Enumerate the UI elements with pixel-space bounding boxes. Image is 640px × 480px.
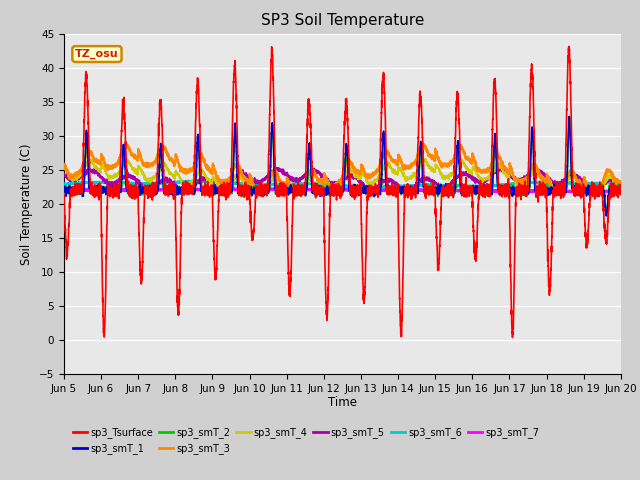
X-axis label: Time: Time	[328, 396, 357, 408]
Title: SP3 Soil Temperature: SP3 Soil Temperature	[260, 13, 424, 28]
Y-axis label: Soil Temperature (C): Soil Temperature (C)	[20, 143, 33, 265]
Legend: sp3_Tsurface, sp3_smT_1, sp3_smT_2, sp3_smT_3, sp3_smT_4, sp3_smT_5, sp3_smT_6, : sp3_Tsurface, sp3_smT_1, sp3_smT_2, sp3_…	[69, 423, 543, 458]
Text: TZ_osu: TZ_osu	[75, 49, 119, 59]
